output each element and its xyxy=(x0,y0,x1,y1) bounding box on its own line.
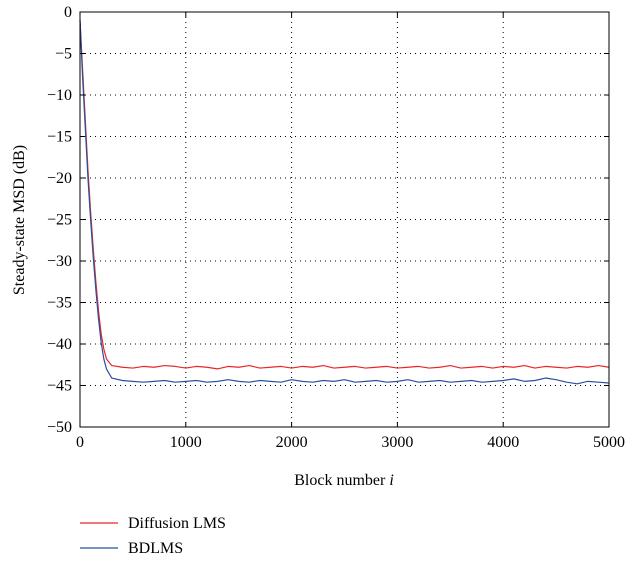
series-line-diffusion-lms xyxy=(79,20,610,370)
x-tick-label: 5000 xyxy=(593,434,625,451)
y-tick-label: −40 xyxy=(47,336,72,353)
series-line-bdlms xyxy=(79,20,610,385)
y-tick-label: −50 xyxy=(47,419,72,436)
y-axis-label: Steady-state MSD (dB) xyxy=(11,145,28,295)
y-tick-label: −20 xyxy=(47,170,72,187)
x-tick-label: 2000 xyxy=(276,434,308,451)
y-tick-label: −45 xyxy=(47,378,72,395)
y-tick-label: −5 xyxy=(55,46,72,63)
legend-label-bdlms: BDLMS xyxy=(128,540,183,557)
y-tick-label: −25 xyxy=(47,212,72,229)
plot-frame xyxy=(79,11,610,428)
legend-label-diffusion-lms: Diffusion LMS xyxy=(128,515,226,532)
y-tick-label: −15 xyxy=(47,129,72,146)
y-tick-label: −10 xyxy=(47,87,72,104)
y-tick-label: −30 xyxy=(47,253,72,270)
grid-lines xyxy=(80,12,609,427)
x-axis-label-variable: i xyxy=(389,472,393,489)
series-lines xyxy=(79,20,610,385)
x-axis-label: Block number i xyxy=(294,472,394,489)
y-tick-label: 0 xyxy=(64,4,72,21)
ticks: 0 1000 2000 3000 4000 5000 0 −5 −10 −15 −20 −25 −30 −… xyxy=(47,4,625,451)
x-tick-label: 3000 xyxy=(381,434,413,451)
legend: Diffusion LMS BDLMS xyxy=(80,515,226,557)
x-axis-label-text: Block number xyxy=(294,472,386,489)
x-tick-label: 1000 xyxy=(170,434,202,451)
x-tick-label: 4000 xyxy=(487,434,519,451)
x-tick-label: 0 xyxy=(76,434,84,451)
y-tick-label: −35 xyxy=(47,295,72,312)
